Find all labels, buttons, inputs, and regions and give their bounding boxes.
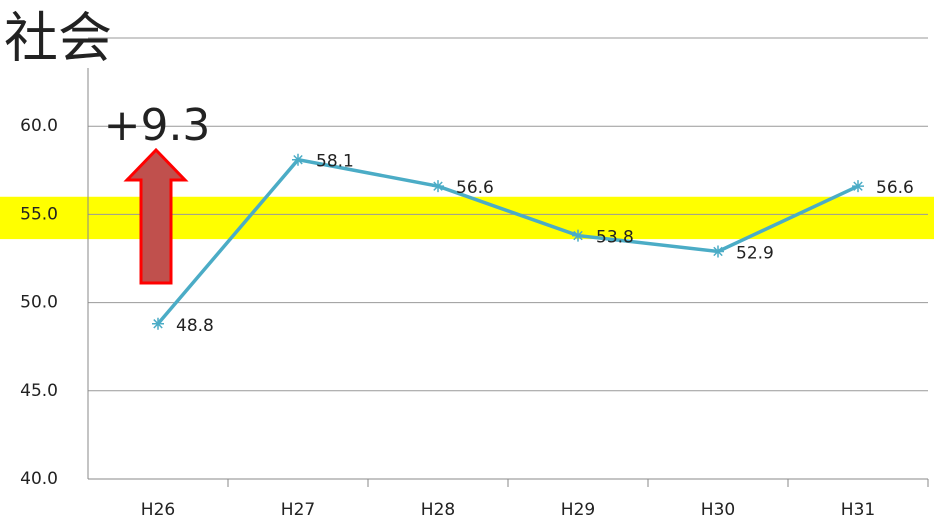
data-label: 52.9 xyxy=(736,243,774,263)
data-label: 53.8 xyxy=(596,228,634,248)
x-tick-label: H31 xyxy=(841,500,875,520)
y-tick-label: 55.0 xyxy=(20,204,58,224)
marker xyxy=(572,229,584,242)
x-tick-label: H26 xyxy=(141,500,175,520)
y-tick-label: 40.0 xyxy=(20,469,58,489)
annotation-text: +9.3 xyxy=(104,100,211,151)
marker xyxy=(292,153,304,166)
y-tick-label: 45.0 xyxy=(20,381,58,401)
x-tick-label: H30 xyxy=(701,500,735,520)
data-label: 48.8 xyxy=(176,316,214,336)
x-tick-label: H29 xyxy=(561,500,595,520)
annotation-arrow xyxy=(123,147,189,285)
y-tick-label: 60.0 xyxy=(20,116,58,136)
data-label: 56.6 xyxy=(456,178,494,198)
data-label: 56.6 xyxy=(876,178,914,198)
marker xyxy=(712,245,724,258)
x-tick-label: H27 xyxy=(281,500,315,520)
x-tick-label: H28 xyxy=(421,500,455,520)
y-tick-label: 50.0 xyxy=(20,293,58,313)
series-line xyxy=(156,157,859,325)
data-label: 58.1 xyxy=(316,152,354,172)
marker xyxy=(852,180,864,193)
marker xyxy=(152,317,164,330)
marker xyxy=(432,180,444,193)
